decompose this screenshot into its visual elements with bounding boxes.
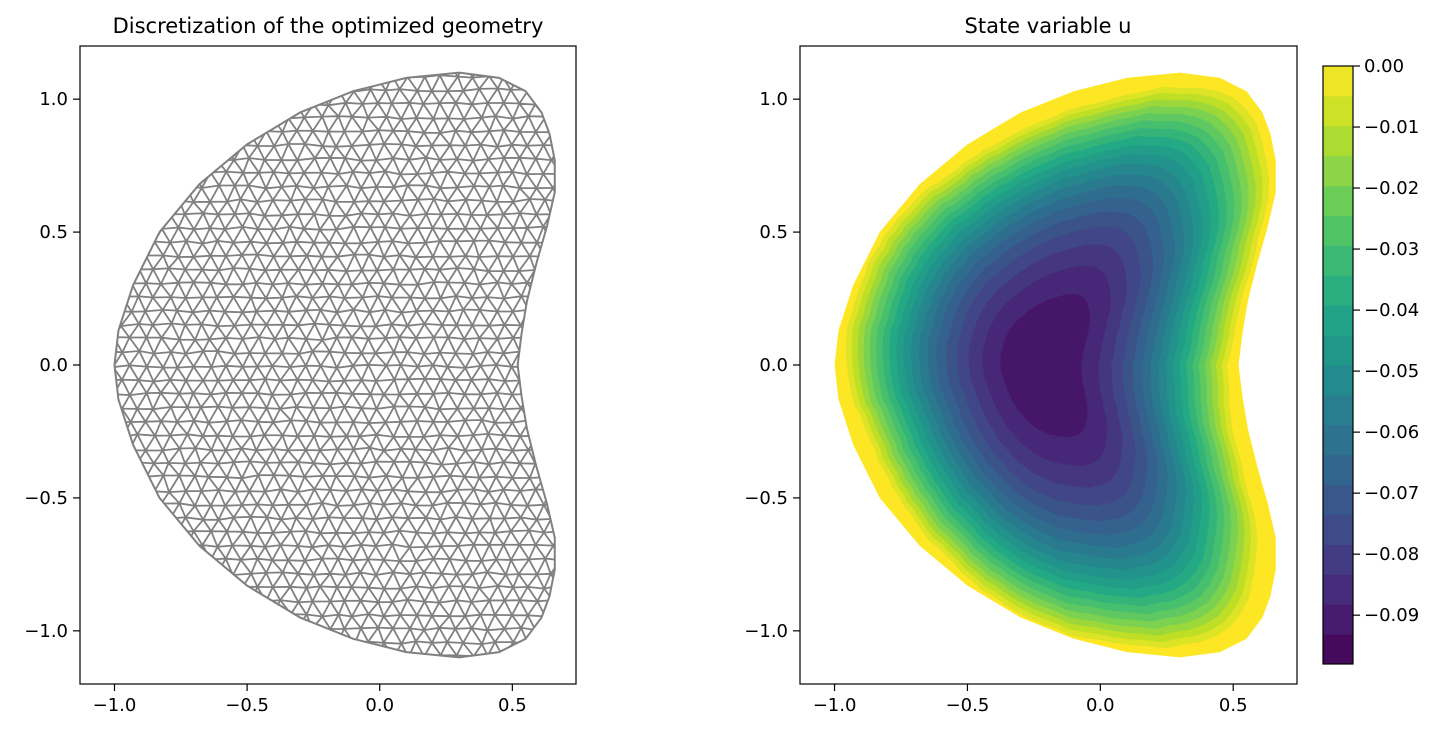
colorbar-step xyxy=(1323,574,1353,605)
colorbar-step xyxy=(1323,95,1353,127)
colorbar: 0.00 −0.01 −0.02 −0.03 −0.04 −0.05 −0.06 −0.07 −… xyxy=(1322,56,1419,665)
colorbar-tick-label: −0.05 xyxy=(1364,361,1419,382)
colorbar-step xyxy=(1323,394,1353,426)
mesh-plot xyxy=(113,71,556,659)
mesh-axis-ticks: −1.0 −0.5 0.0 0.5 −1.0 −0.5 0.0 0.5 1.0 xyxy=(24,89,526,716)
colorbar-step xyxy=(1323,245,1353,276)
mesh-ytick-label: 0.0 xyxy=(39,355,68,376)
mesh-panel: Discretization of the optimized geometry… xyxy=(24,14,577,716)
colorbar-tick-label: −0.04 xyxy=(1364,300,1419,321)
colorbar-step xyxy=(1323,185,1353,216)
state-ytick-label: −1.0 xyxy=(744,621,788,642)
state-ytick-label: 1.0 xyxy=(759,89,788,110)
colorbar-tick-label: −0.02 xyxy=(1364,178,1419,199)
colorbar-frame xyxy=(1322,65,1354,665)
colorbar-step xyxy=(1323,125,1353,157)
colorbar-ticks: 0.00 −0.01 −0.02 −0.03 −0.04 −0.05 −0.06 −0.07 −… xyxy=(1353,56,1419,626)
colorbar-tick-label: −0.03 xyxy=(1364,239,1419,260)
state-ytick-label: 0.5 xyxy=(759,222,788,243)
colorbar-step xyxy=(1323,365,1353,396)
state-xtick-label: −1.0 xyxy=(813,695,857,716)
mesh-edges xyxy=(114,72,555,658)
state-axis-ticks: −1.0 −0.5 0.0 0.5 −1.0 −0.5 0.0 0.5 1.0 xyxy=(744,89,1247,716)
colorbar-tick-label: −0.09 xyxy=(1364,605,1419,626)
contour-level xyxy=(1000,294,1091,438)
mesh-ytick-label: −0.5 xyxy=(24,488,68,509)
colorbar-step xyxy=(1323,305,1353,336)
mesh-ytick-label: −1.0 xyxy=(24,621,68,642)
colorbar-tick-label: −0.07 xyxy=(1364,483,1419,504)
colorbar-step xyxy=(1323,335,1353,366)
colorbar-steps xyxy=(1323,66,1353,665)
mesh-triangles xyxy=(114,72,555,658)
mesh-xtick-label: 0.5 xyxy=(498,695,527,716)
mesh-xtick-label: 0.0 xyxy=(365,695,394,716)
colorbar-step xyxy=(1323,634,1353,665)
state-xtick-label: 0.5 xyxy=(1219,695,1248,716)
colorbar-step xyxy=(1323,66,1353,97)
colorbar-tick-label: 0.00 xyxy=(1364,56,1404,77)
colorbar-step xyxy=(1323,454,1353,486)
state-ytick-label: −0.5 xyxy=(744,488,788,509)
state-xtick-label: −0.5 xyxy=(946,695,990,716)
mesh-boundary xyxy=(113,71,556,659)
mesh-title: Discretization of the optimized geometry xyxy=(113,14,544,38)
colorbar-step xyxy=(1323,215,1353,246)
colorbar-step xyxy=(1323,484,1353,515)
colorbar-tick-label: −0.08 xyxy=(1364,544,1419,565)
state-title: State variable u xyxy=(965,14,1132,38)
colorbar-tick-label: −0.06 xyxy=(1364,422,1419,443)
colorbar-step xyxy=(1323,424,1353,456)
state-xtick-label: 0.0 xyxy=(1086,695,1115,716)
colorbar-step xyxy=(1323,604,1353,635)
colorbar-step xyxy=(1323,275,1353,306)
colorbar-tick-label: −0.01 xyxy=(1364,117,1419,138)
mesh-xtick-label: −0.5 xyxy=(225,695,269,716)
state-ytick-label: 0.0 xyxy=(759,355,788,376)
mesh-xtick-label: −1.0 xyxy=(93,695,137,716)
colorbar-step xyxy=(1323,544,1353,575)
colorbar-step xyxy=(1323,155,1353,187)
contour-fill xyxy=(834,72,1276,658)
state-panel: State variable u −1.0 −0.5 0.0 0.5 −1.0 −0.5 0… xyxy=(744,14,1298,716)
state-contour-plot xyxy=(834,72,1276,658)
mesh-ytick-label: 1.0 xyxy=(39,89,68,110)
colorbar-step xyxy=(1323,514,1353,545)
mesh-ytick-label: 0.5 xyxy=(39,222,68,243)
